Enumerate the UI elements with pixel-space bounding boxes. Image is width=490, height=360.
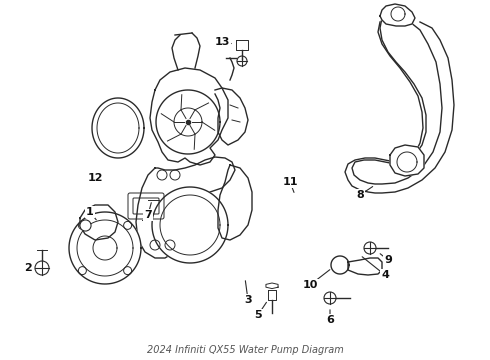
Polygon shape bbox=[136, 157, 235, 258]
Text: 8: 8 bbox=[356, 190, 364, 200]
Polygon shape bbox=[348, 258, 382, 275]
Polygon shape bbox=[380, 4, 415, 26]
Polygon shape bbox=[69, 212, 141, 284]
Text: 9: 9 bbox=[384, 255, 392, 265]
Text: 1: 1 bbox=[86, 207, 94, 217]
Text: 5: 5 bbox=[254, 310, 262, 320]
Text: 2: 2 bbox=[24, 263, 32, 273]
Text: 10: 10 bbox=[302, 280, 318, 290]
Polygon shape bbox=[150, 68, 228, 165]
Polygon shape bbox=[174, 108, 202, 136]
Text: 2024 Infiniti QX55 Water Pump Diagram: 2024 Infiniti QX55 Water Pump Diagram bbox=[147, 345, 343, 355]
Text: 13: 13 bbox=[214, 37, 230, 47]
Polygon shape bbox=[215, 88, 248, 145]
Text: 7: 7 bbox=[144, 210, 152, 220]
Text: 11: 11 bbox=[282, 177, 298, 187]
Text: 4: 4 bbox=[381, 270, 389, 280]
Polygon shape bbox=[390, 145, 424, 176]
Text: 3: 3 bbox=[244, 295, 252, 305]
Text: 6: 6 bbox=[326, 315, 334, 325]
Polygon shape bbox=[152, 187, 228, 263]
Text: 12: 12 bbox=[87, 173, 103, 183]
Polygon shape bbox=[156, 90, 220, 154]
Polygon shape bbox=[80, 205, 118, 240]
Polygon shape bbox=[218, 165, 252, 240]
